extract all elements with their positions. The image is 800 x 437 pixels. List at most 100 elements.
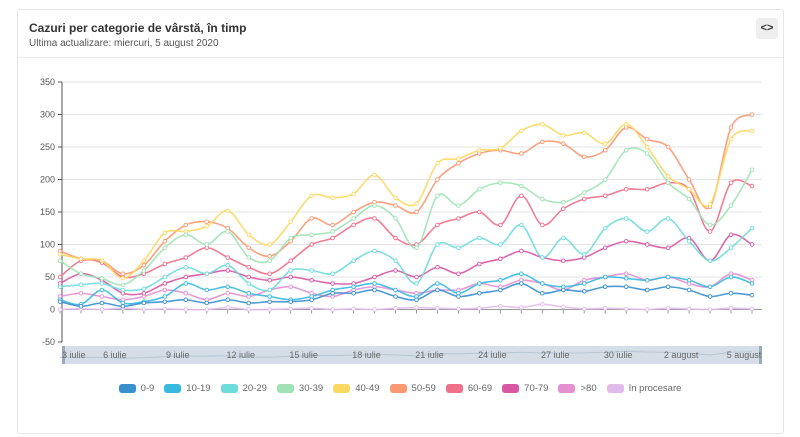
range-handle-right[interactable] (759, 346, 762, 364)
data-point (602, 284, 608, 290)
data-point (141, 300, 147, 306)
data-point (728, 125, 734, 130)
data-point (498, 180, 503, 185)
data-point (246, 307, 251, 312)
embed-code-button[interactable]: <> (756, 18, 778, 39)
data-point (267, 294, 272, 299)
chart-legend: 0-9 10-19 20-29 30-39 40-49 50-59 60-69 70-79 >8… (0, 383, 800, 394)
data-point (372, 281, 377, 286)
data-point (246, 274, 251, 280)
data-point (351, 284, 356, 290)
data-point (120, 276, 126, 281)
data-point (707, 258, 713, 264)
data-point (623, 276, 629, 281)
data-point (519, 222, 524, 228)
data-point (288, 258, 293, 264)
data-point (309, 297, 314, 303)
data-point (477, 209, 482, 215)
data-point (519, 281, 524, 286)
legend-label: 60-69 (467, 383, 493, 394)
data-point (351, 191, 356, 197)
data-point (351, 216, 356, 221)
data-point (330, 307, 335, 312)
data-point (519, 271, 524, 277)
legend-item[interactable]: >80 (558, 383, 597, 394)
data-point (728, 136, 734, 142)
data-point (309, 216, 314, 221)
legend-swatch (220, 384, 238, 393)
y-tick-label: 200 (40, 175, 55, 185)
data-point (204, 287, 210, 293)
legend-item[interactable]: 10-19 (164, 383, 211, 394)
data-point (414, 305, 419, 310)
data-point (183, 255, 189, 260)
y-tick-label: 0 (50, 305, 55, 315)
data-point (162, 274, 168, 280)
y-tick-label: 50 (45, 272, 55, 282)
data-point (78, 271, 84, 277)
x-tick-label: 12 iulie (226, 350, 255, 360)
series-line (59, 217, 753, 292)
series-30-39 (57, 147, 755, 288)
data-point (456, 245, 461, 250)
data-point (602, 225, 608, 231)
data-point (644, 186, 650, 192)
data-point (602, 305, 608, 311)
data-point (477, 291, 482, 296)
legend-label: >80 (580, 383, 597, 394)
data-point (120, 287, 126, 293)
data-point (602, 141, 608, 146)
data-point (477, 147, 482, 153)
data-point (372, 287, 377, 293)
data-point (204, 307, 210, 312)
data-point (561, 141, 566, 146)
data-point (267, 242, 272, 247)
data-point (540, 291, 545, 296)
data-point (309, 305, 314, 311)
data-point (288, 284, 293, 290)
data-point (623, 238, 629, 244)
data-point (540, 255, 545, 260)
legend-item[interactable]: în procesare (606, 383, 681, 394)
legend-item[interactable]: 40-49 (333, 383, 380, 394)
legend-swatch (445, 384, 463, 393)
x-tick-label: 2 august (664, 350, 699, 360)
data-point (435, 177, 440, 182)
data-point (602, 177, 608, 182)
legend-item[interactable]: 30-39 (276, 383, 323, 394)
series-line (59, 272, 753, 301)
data-point (225, 305, 231, 310)
data-point (581, 154, 587, 159)
data-point (393, 203, 398, 208)
data-point (644, 242, 650, 247)
data-point (372, 216, 377, 221)
legend-item[interactable]: 70-79 (502, 383, 548, 394)
legend-label: 20-29 (242, 383, 267, 394)
legend-item[interactable]: 50-59 (389, 383, 436, 394)
data-point (99, 294, 105, 299)
data-point (246, 291, 251, 296)
data-point (141, 291, 147, 296)
range-handle-left[interactable] (62, 346, 65, 364)
data-point (267, 299, 272, 304)
data-point (686, 287, 692, 293)
data-point (183, 232, 189, 237)
data-point (581, 251, 587, 257)
data-point (309, 193, 314, 198)
legend-item[interactable]: 20-29 (220, 383, 267, 394)
data-point (644, 144, 650, 150)
data-point (57, 274, 63, 280)
y-tick-label: -50 (42, 337, 55, 347)
series-line (59, 303, 753, 311)
data-point (581, 281, 587, 286)
legend-item[interactable]: 60-69 (445, 383, 493, 394)
data-point (78, 256, 84, 262)
data-point (686, 306, 692, 312)
legend-item[interactable]: 0-9 (118, 383, 154, 394)
data-point (519, 193, 524, 198)
data-point (351, 291, 356, 296)
data-point (581, 306, 587, 312)
data-point (183, 291, 189, 296)
data-point (225, 268, 231, 273)
data-point (623, 284, 629, 290)
